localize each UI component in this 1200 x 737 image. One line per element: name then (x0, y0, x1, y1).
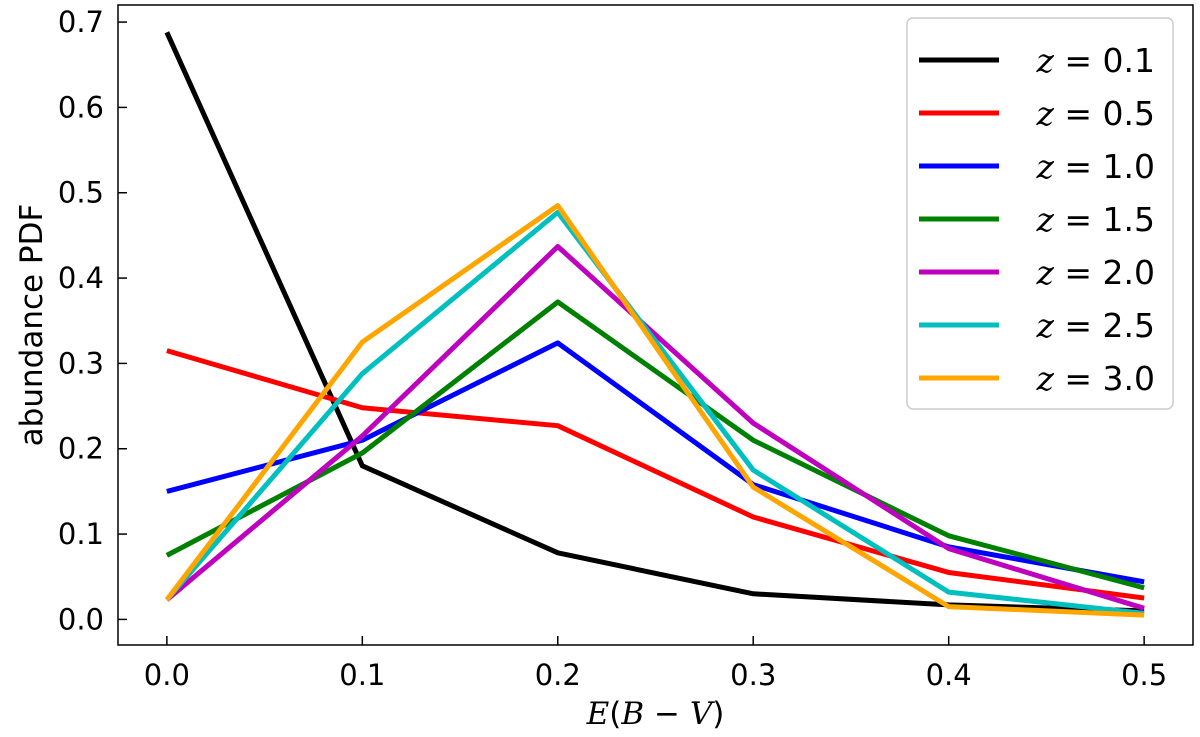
legend-item: z = 2.0 (919, 253, 1155, 292)
series-line-2 (166, 340, 1145, 585)
series-line-6 (164, 203, 1145, 618)
x-axis: 0.0 0.1 0.2 0.3 0.4 0.5 (144, 636, 1167, 692)
y-tick-label: 0.6 (58, 90, 104, 124)
x-tick-label: 0.5 (1121, 658, 1167, 692)
series-line-4 (165, 243, 1145, 611)
x-tick-label: 0.0 (144, 658, 190, 692)
legend-box (906, 17, 1174, 410)
legend-label: z = 2.0 (1035, 253, 1155, 292)
legend-item: z = 2.5 (919, 306, 1155, 345)
y-axis-label: abundance PDF (14, 204, 50, 447)
legend: z = 0.1 z = 0.5 z = 1.0 z = 1.5 z = 2.0 z = 2… (906, 17, 1174, 410)
x-tick-label: 0.1 (339, 658, 385, 692)
y-tick-label: 0.0 (58, 602, 104, 636)
y-tick-label: 0.4 (58, 261, 104, 295)
y-tick-label: 0.5 (58, 176, 104, 210)
legend-item: z = 0.1 (919, 41, 1155, 80)
legend-label: z = 2.5 (1035, 306, 1155, 345)
legend-label: z = 1.0 (1035, 147, 1155, 186)
legend-item: z = 3.0 (919, 359, 1155, 398)
series-line-1 (166, 348, 1145, 601)
y-tick-label: 0.2 (58, 432, 104, 466)
legend-item: z = 1.5 (919, 200, 1155, 239)
legend-label: z = 0.5 (1035, 94, 1155, 133)
legend-item: z = 0.5 (919, 94, 1155, 133)
plot-lines (164, 31, 1145, 618)
y-tick-label: 0.7 (58, 5, 104, 39)
x-tick-label: 0.4 (926, 658, 972, 692)
plot-frame (117, 4, 1194, 646)
x-tick-label: 0.2 (535, 658, 581, 692)
y-tick-label: 0.1 (58, 517, 104, 551)
legend-label: z = 0.1 (1035, 41, 1155, 80)
series-line-5 (164, 209, 1145, 616)
y-axis: 0.0 0.1 0.2 0.3 0.4 0.5 0.6 0.7 (58, 5, 127, 636)
legend-label: z = 3.0 (1035, 359, 1155, 398)
legend-label: z = 1.5 (1035, 200, 1155, 239)
x-tick-label: 0.3 (730, 658, 776, 692)
x-axis-label: E(B − V) (586, 696, 725, 732)
legend-item: z = 1.0 (919, 147, 1155, 186)
y-tick-label: 0.3 (58, 346, 104, 380)
series-line-3 (165, 299, 1145, 591)
